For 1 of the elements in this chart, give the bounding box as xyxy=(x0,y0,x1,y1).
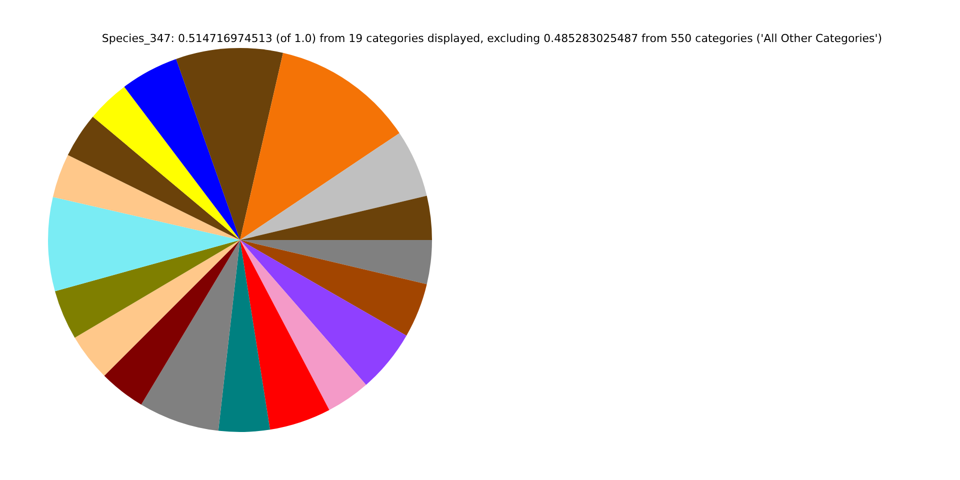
text: Species_347: 0.514716974513 (of 1.0) from 19 categories displayed, excluding 0.485283025487 from 550 categories ('All Other Categories') xyxy=(102,32,882,45)
